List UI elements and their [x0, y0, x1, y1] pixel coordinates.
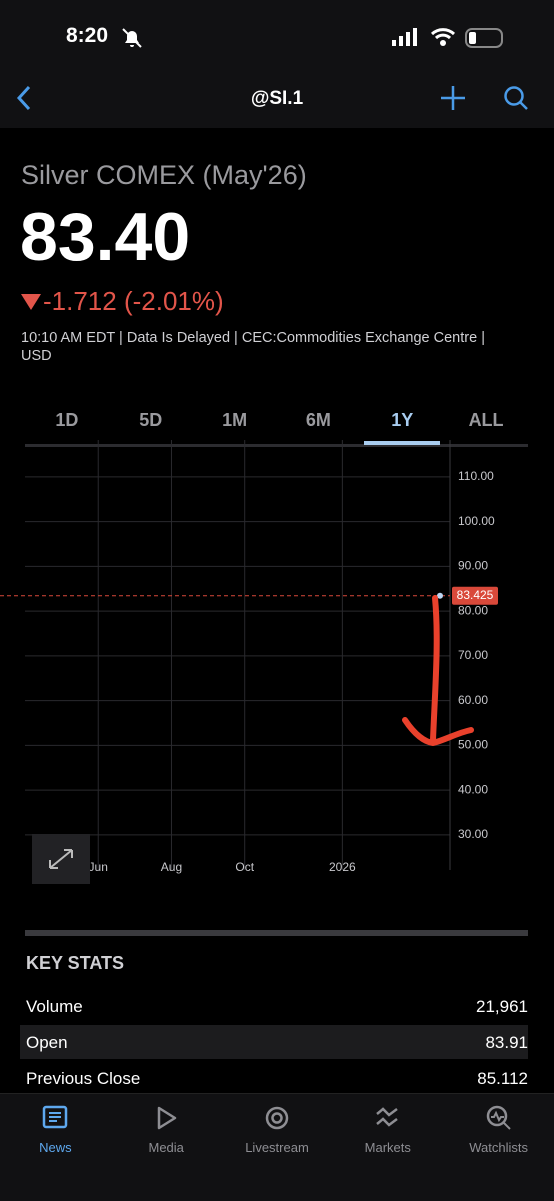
icon: [375, 1107, 398, 1127]
key-stats-title: KEY STATS: [26, 953, 125, 973]
range-tab[interactable]: 1Y: [391, 410, 414, 430]
back-button[interactable]: [12, 84, 36, 112]
range-tab[interactable]: 5D: [139, 410, 163, 430]
range-tab[interactable]: 1D: [55, 410, 79, 430]
silent-icon: [122, 28, 142, 48]
stat-value: 21,961: [476, 997, 528, 1016]
y-tick-label: 40.00: [458, 782, 488, 796]
header-title: @SI.1: [250, 88, 304, 109]
expand-button[interactable]: [32, 834, 90, 884]
x-tick-label: Aug: [161, 860, 182, 874]
active-tab-indicator: [364, 441, 441, 445]
y-tick-label: 50.00: [458, 738, 488, 752]
range-tab[interactable]: 1M: [222, 410, 248, 430]
y-tick-label: 60.00: [458, 693, 488, 707]
x-tick-label: 2026: [329, 860, 356, 874]
range-tab[interactable]: ALL: [468, 410, 504, 430]
icon: [486, 1105, 511, 1130]
tab-label[interactable]: Livestream: [245, 1140, 309, 1155]
quote-info: 10:10 AM EDT | Data Is Delayed | CEC:Com…: [21, 330, 485, 364]
icon: [157, 1106, 177, 1130]
tab-label[interactable]: Watchlists: [469, 1140, 528, 1155]
bottom-tab-bar: News Media Livestream Markets Watchlists: [0, 1093, 554, 1201]
stat-label: Open: [26, 1033, 68, 1052]
tab-icon[interactable]: [152, 1104, 180, 1132]
top-bar: [0, 0, 554, 128]
instrument-name: Silver COMEX (May'26): [21, 160, 307, 190]
annotation-arrow: [402, 595, 474, 747]
status-time: 8:20: [66, 24, 109, 47]
price-chart: 30.00 40.00 50.00 60.00 70.00 80.00 90.00 100.0…: [0, 440, 498, 874]
last-price-label: 83.425: [457, 588, 494, 602]
tab-icon[interactable]: [41, 1104, 69, 1132]
range-tab[interactable]: 6M: [305, 410, 331, 430]
tab-label[interactable]: News: [39, 1140, 72, 1155]
x-tick-label: Oct: [235, 860, 254, 874]
y-tick-label: 80.00: [458, 603, 488, 617]
last-price-dot: [437, 592, 443, 599]
y-tick-label: 90.00: [458, 559, 488, 573]
y-tick-label: 100.00: [458, 514, 495, 528]
tab-icon[interactable]: [485, 1104, 513, 1132]
add-button[interactable]: [438, 84, 468, 112]
tab-icon[interactable]: [374, 1104, 402, 1132]
stat-value: 85.112: [477, 1069, 528, 1088]
stat-value: 83.91: [485, 1033, 528, 1052]
stat-row: Previous Close 85.112: [20, 1061, 528, 1095]
icon: [43, 1105, 68, 1129]
y-tick-label: 30.00: [458, 827, 488, 841]
tab-label[interactable]: Markets: [364, 1140, 411, 1155]
stat-label: Volume: [26, 997, 83, 1016]
x-tick-label: Jun: [89, 860, 108, 874]
price-change: -1.712 (-2.01%): [43, 286, 224, 316]
section-divider: [25, 930, 528, 936]
search-button[interactable]: [502, 84, 530, 112]
down-arrow: [21, 294, 41, 310]
status-icons: [392, 28, 503, 48]
price: 83.40: [20, 199, 191, 275]
stat-row: Volume 21,961: [20, 989, 528, 1023]
stat-label: Previous Close: [26, 1069, 141, 1088]
tab-label[interactable]: Media: [148, 1140, 184, 1155]
y-tick-label: 70.00: [458, 648, 488, 662]
range-tabs: 1D 5D 1M 6M 1Y ALL: [25, 404, 528, 447]
last-price-tag: [452, 586, 498, 605]
y-tick-label: 110.00: [458, 469, 494, 483]
icon: [265, 1106, 289, 1130]
tab-icon[interactable]: [263, 1104, 291, 1132]
stat-row: Open 83.91: [20, 1025, 528, 1059]
